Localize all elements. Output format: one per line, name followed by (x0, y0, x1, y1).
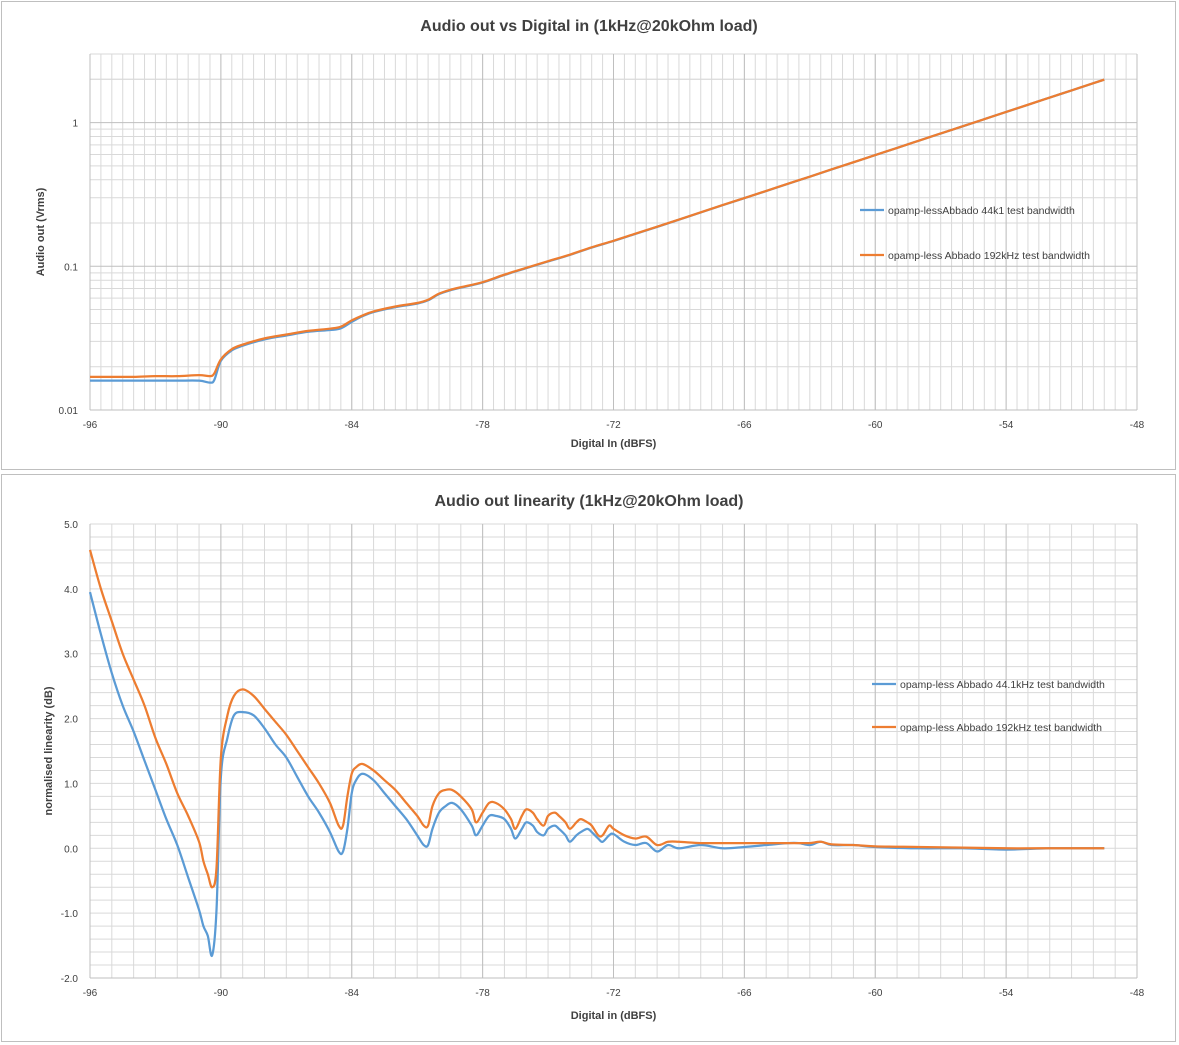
y-tick-label: 1.0 (64, 779, 78, 790)
x-tick-label: -48 (1130, 988, 1145, 999)
x-tick-label: -66 (737, 988, 752, 999)
chart-bottom-svg: -96 -90 -84 -78 -72 -66 -60 -54 -48 -2.0 -1.0 0.0 1.… (43, 493, 1145, 1022)
y-tick-label: 0.1 (64, 262, 78, 273)
chart-panel-bottom: -96 -90 -84 -78 -72 -66 -60 -54 -48 -2.0 -1.0 0.0 1.… (1, 474, 1176, 1042)
legend-label-1: opamp-less Abbado 44.1kHz test bandwidth (900, 679, 1105, 691)
y-tick-label: -2.0 (61, 974, 79, 985)
chart-panel-top: -96 -90 -84 -78 -72 -66 -60 -54 -48 0.01 0.1 1 Audio… (1, 1, 1176, 470)
y-tick-label: 0.0 (64, 844, 78, 855)
y-tick-label: 0.01 (59, 406, 79, 417)
y-tick-label: -1.0 (61, 909, 79, 920)
x-tick-label: -84 (345, 988, 360, 999)
legend-label-2: opamp-less Abbado 192kHz test bandwidth (900, 722, 1102, 734)
y-tick-label: 4.0 (64, 585, 78, 596)
x-tick-label: -60 (868, 420, 883, 431)
y-axis-label: Audio out (Vrms) (35, 187, 47, 276)
x-axis-label: Digital In (dBFS) (571, 438, 657, 450)
x-tick-label: -60 (868, 988, 883, 999)
y-axis-label: normalised linearity (dB) (43, 686, 55, 815)
x-tick-label: -90 (214, 988, 229, 999)
x-tick-label: -78 (475, 420, 490, 431)
series-line-1 (88, 591, 1105, 958)
chart-title: Audio out linearity (1kHz@20kOhm load) (435, 493, 744, 510)
x-tick-label: -48 (1130, 420, 1145, 431)
x-tick-label: -84 (345, 420, 360, 431)
x-tick-label: -72 (606, 988, 621, 999)
chart-top-svg: -96 -90 -84 -78 -72 -66 -60 -54 -48 0.01 0.1 1 Audio… (35, 18, 1145, 450)
series-line-2 (90, 78, 1105, 379)
y-tick-label: 3.0 (64, 650, 78, 661)
series-line-1 (90, 78, 1105, 384)
x-tick-label: -78 (475, 988, 490, 999)
x-tick-label: -66 (737, 420, 752, 431)
y-tick-label: 1 (72, 119, 78, 130)
x-tick-label: -54 (999, 420, 1014, 431)
x-tick-label: -72 (606, 420, 621, 431)
x-tick-label: -90 (214, 420, 229, 431)
chart-title: Audio out vs Digital in (1kHz@20kOhm loa… (420, 18, 757, 35)
x-tick-label: -54 (999, 988, 1014, 999)
legend-label-2: opamp-less Abbado 192kHz test bandwidth (888, 250, 1090, 262)
y-tick-label: 5.0 (64, 520, 78, 531)
legend-label-1: opamp-lessAbbado 44k1 test bandwidth (888, 205, 1075, 217)
series-line-2 (88, 549, 1105, 889)
x-tick-label: -96 (83, 988, 98, 999)
y-tick-label: 2.0 (64, 715, 78, 726)
x-tick-label: -96 (83, 420, 98, 431)
x-axis-label: Digital in (dBFS) (571, 1010, 657, 1022)
